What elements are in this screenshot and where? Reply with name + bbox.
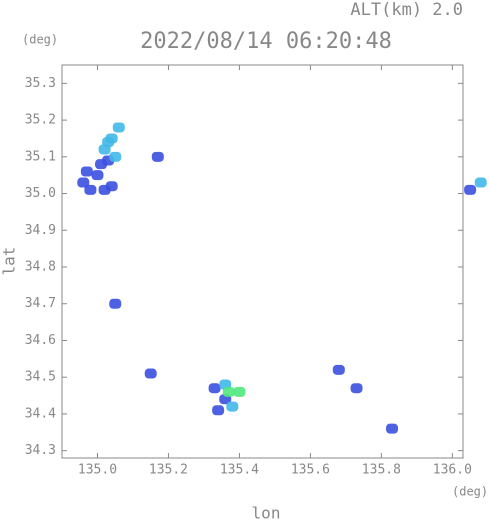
y-tick-label: 35.0 xyxy=(25,186,56,201)
x-tick-label: 135.6 xyxy=(291,463,330,478)
echo xyxy=(332,364,345,375)
echo xyxy=(112,122,125,133)
echo xyxy=(464,184,477,195)
echo xyxy=(222,386,235,397)
y-axis-label: lat xyxy=(0,247,19,276)
altitude: ALT(km) 2.0 xyxy=(350,0,463,20)
echo xyxy=(77,177,90,188)
y-tick-label: 34.9 xyxy=(25,223,56,238)
y-tick-label: 34.5 xyxy=(25,370,56,385)
y-unit: (deg) xyxy=(22,33,58,47)
y-tick-label: 35.2 xyxy=(25,113,56,128)
chart-title: 2022/08/14 06:20:48 xyxy=(140,29,392,54)
echo xyxy=(350,383,363,394)
x-tick-label: 135.4 xyxy=(220,463,259,478)
x-axis-label: lon xyxy=(252,504,281,521)
x-tick-label: 135.2 xyxy=(149,463,188,478)
y-tick-label: 34.6 xyxy=(25,333,56,348)
echo xyxy=(386,423,399,434)
y-tick-label: 35.1 xyxy=(25,149,56,164)
echo xyxy=(233,386,246,397)
echo xyxy=(105,181,118,192)
y-tick-label: 35.3 xyxy=(25,76,56,91)
y-tick-label: 34.3 xyxy=(25,443,56,458)
echo xyxy=(144,368,157,379)
echo xyxy=(84,184,97,195)
plot-frame xyxy=(61,64,464,459)
echo xyxy=(91,170,104,181)
echo xyxy=(102,137,115,148)
x-tick-label: 135.0 xyxy=(78,463,117,478)
echo xyxy=(474,177,487,188)
echo xyxy=(208,383,221,394)
echo xyxy=(151,151,164,162)
echo xyxy=(80,166,93,177)
echo xyxy=(226,401,239,412)
y-tick-label: 34.7 xyxy=(25,296,56,311)
echo xyxy=(212,405,225,416)
x-tick-label: 135.8 xyxy=(362,463,401,478)
echo xyxy=(109,151,122,162)
y-tick-label: 34.4 xyxy=(25,406,56,421)
y-tick-label: 34.8 xyxy=(25,260,56,275)
x-tick-label: 136.0 xyxy=(433,463,472,478)
x-unit: (deg) xyxy=(452,485,488,499)
echo xyxy=(109,298,122,309)
